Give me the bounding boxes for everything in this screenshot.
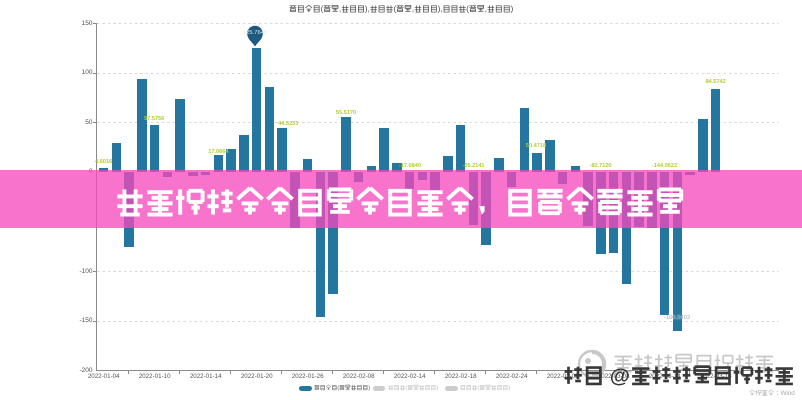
- svg-text:): ): [368, 386, 370, 392]
- svg-text:i: i: [786, 390, 787, 397]
- svg-text:,: ,: [440, 4, 442, 13]
- svg-text:(: (: [405, 386, 407, 392]
- svg-text:(: (: [321, 4, 324, 13]
- svg-text:): ): [438, 4, 441, 13]
- svg-text:d: d: [791, 390, 795, 397]
- svg-text:): ): [508, 386, 510, 392]
- svg-text:,: ,: [485, 4, 487, 13]
- svg-text:,: ,: [368, 4, 370, 13]
- svg-text:,: ,: [412, 4, 414, 13]
- svg-text:(: (: [466, 4, 469, 13]
- svg-text:): ): [436, 386, 438, 392]
- svg-text:(: (: [477, 386, 479, 392]
- svg-text:@: @: [610, 364, 630, 387]
- svg-text:(: (: [394, 4, 397, 13]
- svg-text:,: ,: [339, 4, 341, 13]
- svg-text:): ): [365, 4, 368, 13]
- svg-text:W: W: [781, 390, 787, 397]
- svg-text:n: n: [788, 390, 792, 397]
- svg-text:(: (: [337, 386, 339, 392]
- svg-text:): ): [511, 4, 513, 13]
